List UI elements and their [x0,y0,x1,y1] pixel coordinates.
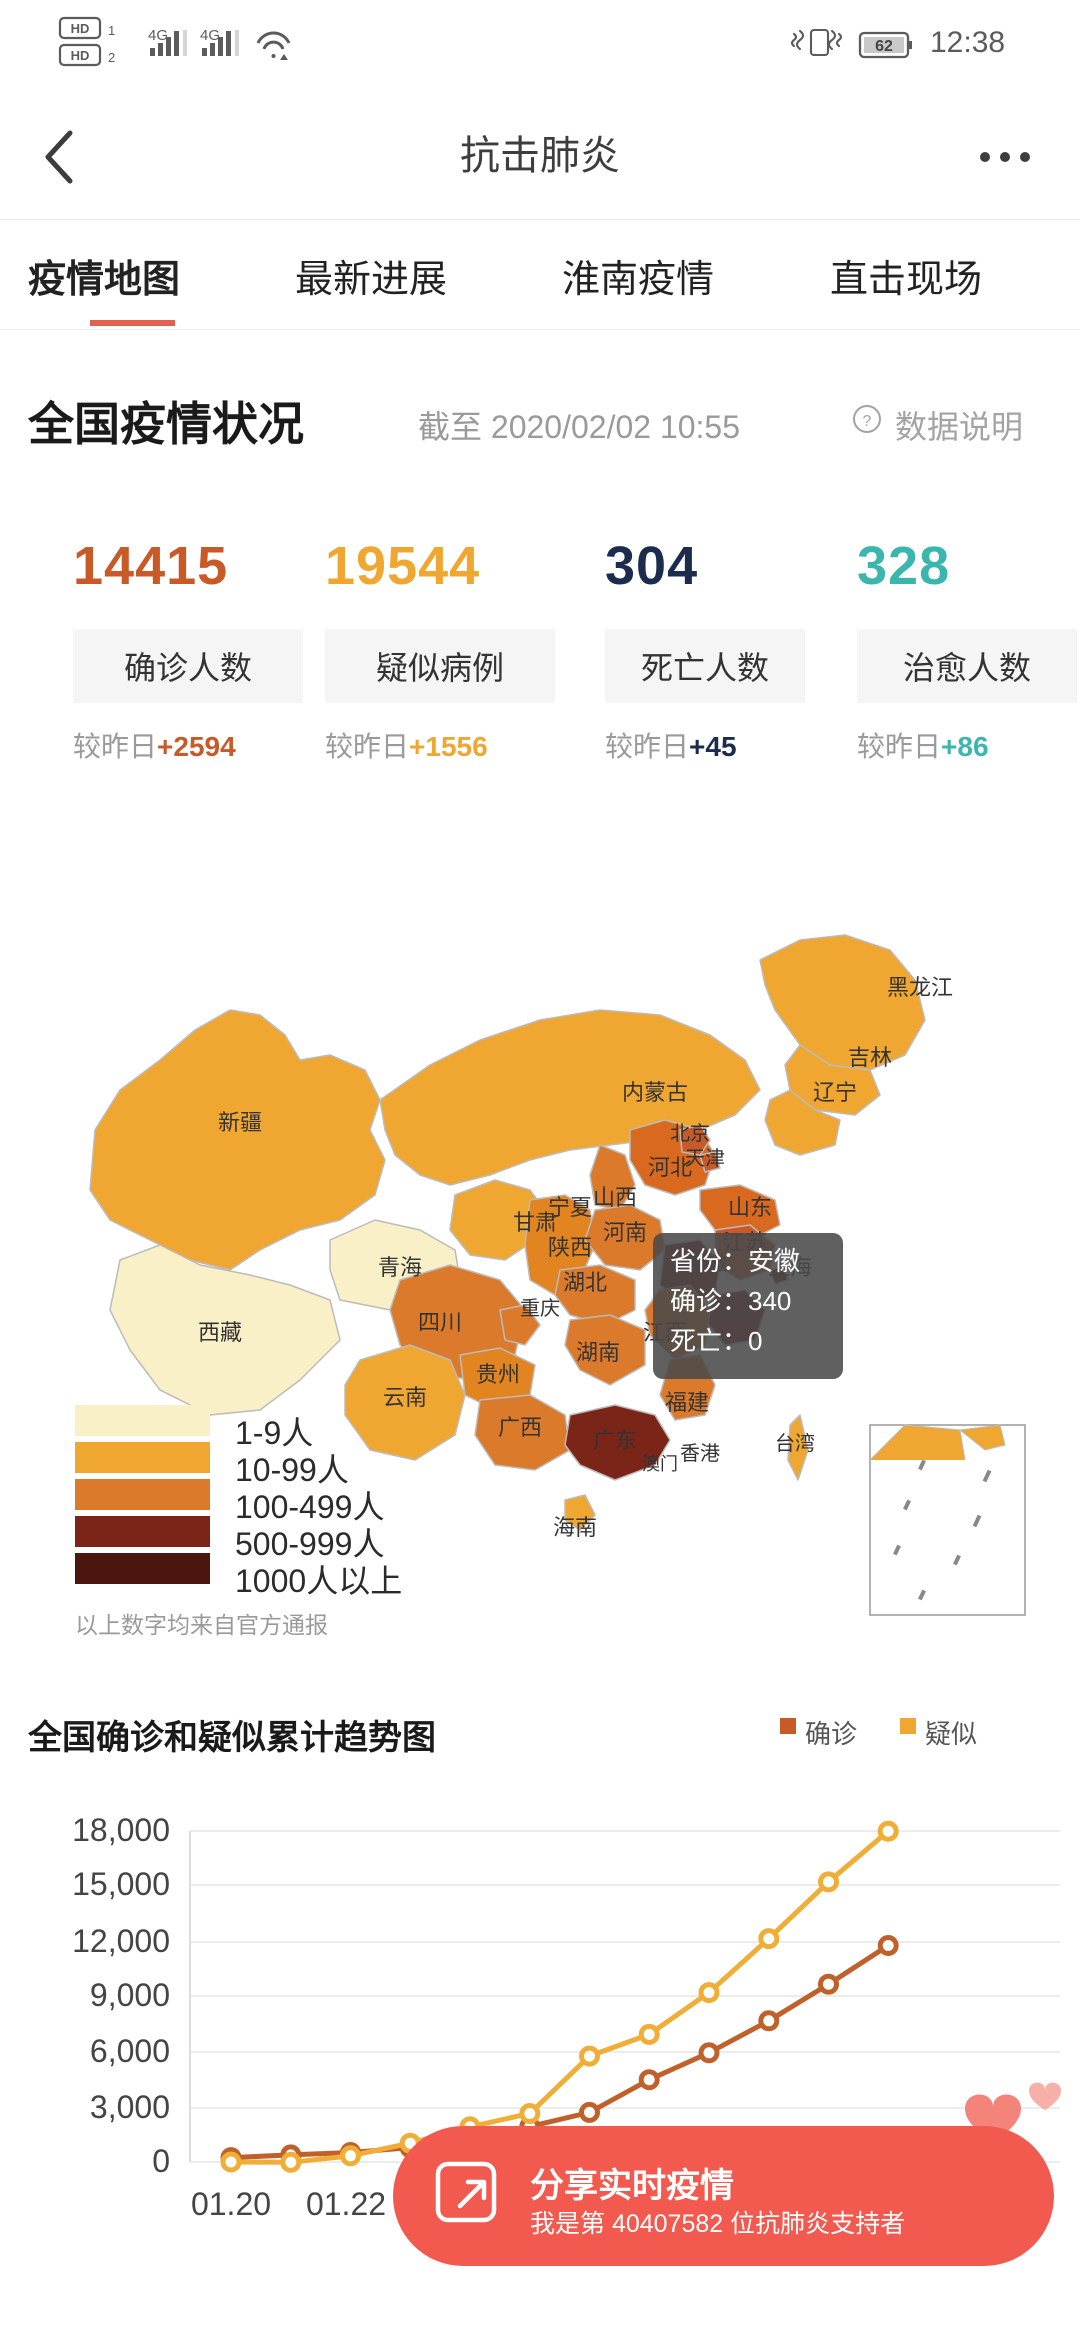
svg-text:湖北: 湖北 [563,1270,607,1295]
svg-text:6,000: 6,000 [90,2033,170,2069]
svg-text:2: 2 [108,50,115,65]
svg-text:贵州: 贵州 [476,1362,520,1387]
svg-text:12,000: 12,000 [72,1923,170,1959]
svg-text:12:38: 12:38 [930,26,1005,59]
svg-text:新疆: 新疆 [218,1110,262,1135]
svg-text:0: 0 [152,2143,170,2179]
svg-text:3,000: 3,000 [90,2089,170,2125]
svg-text:01.22: 01.22 [306,2186,386,2220]
svg-text:1: 1 [108,23,115,38]
svg-text:山东: 山东 [728,1195,772,1220]
svg-text:18,000: 18,000 [72,1812,170,1848]
svg-text:湖南: 湖南 [576,1340,620,1365]
svg-text:15,000: 15,000 [72,1866,170,1902]
svg-text:62: 62 [875,38,893,55]
svg-text:吉林: 吉林 [848,1045,892,1070]
svg-text:陕西: 陕西 [548,1235,592,1260]
svg-text:甘肃: 甘肃 [513,1210,557,1235]
svg-text:河北: 河北 [648,1155,692,1180]
svg-text:4G: 4G [148,27,168,44]
svg-text:黑龙江: 黑龙江 [887,975,953,1000]
svg-text:4G: 4G [200,27,220,44]
svg-text:内蒙古: 内蒙古 [622,1080,688,1105]
svg-text:省份：安徽: 省份：安徽 [670,1246,800,1276]
svg-text:HD: HD [71,48,90,63]
svg-text:HD: HD [71,21,90,36]
svg-text:青海: 青海 [378,1255,422,1280]
svg-text:四川: 四川 [418,1310,462,1335]
svg-text:西藏: 西藏 [198,1320,242,1345]
svg-text:山西: 山西 [593,1185,637,1210]
svg-text:北京: 北京 [670,1122,710,1145]
svg-text:死亡：0: 死亡：0 [670,1326,762,1356]
svg-text:01.20: 01.20 [191,2186,271,2220]
svg-text:辽宁: 辽宁 [813,1080,857,1105]
svg-text:重庆: 重庆 [520,1297,560,1320]
svg-text:河南: 河南 [603,1220,647,1245]
svg-text:?: ? [863,413,872,430]
svg-text:9,000: 9,000 [90,1977,170,2013]
svg-text:确诊：340: 确诊：340 [670,1286,791,1316]
